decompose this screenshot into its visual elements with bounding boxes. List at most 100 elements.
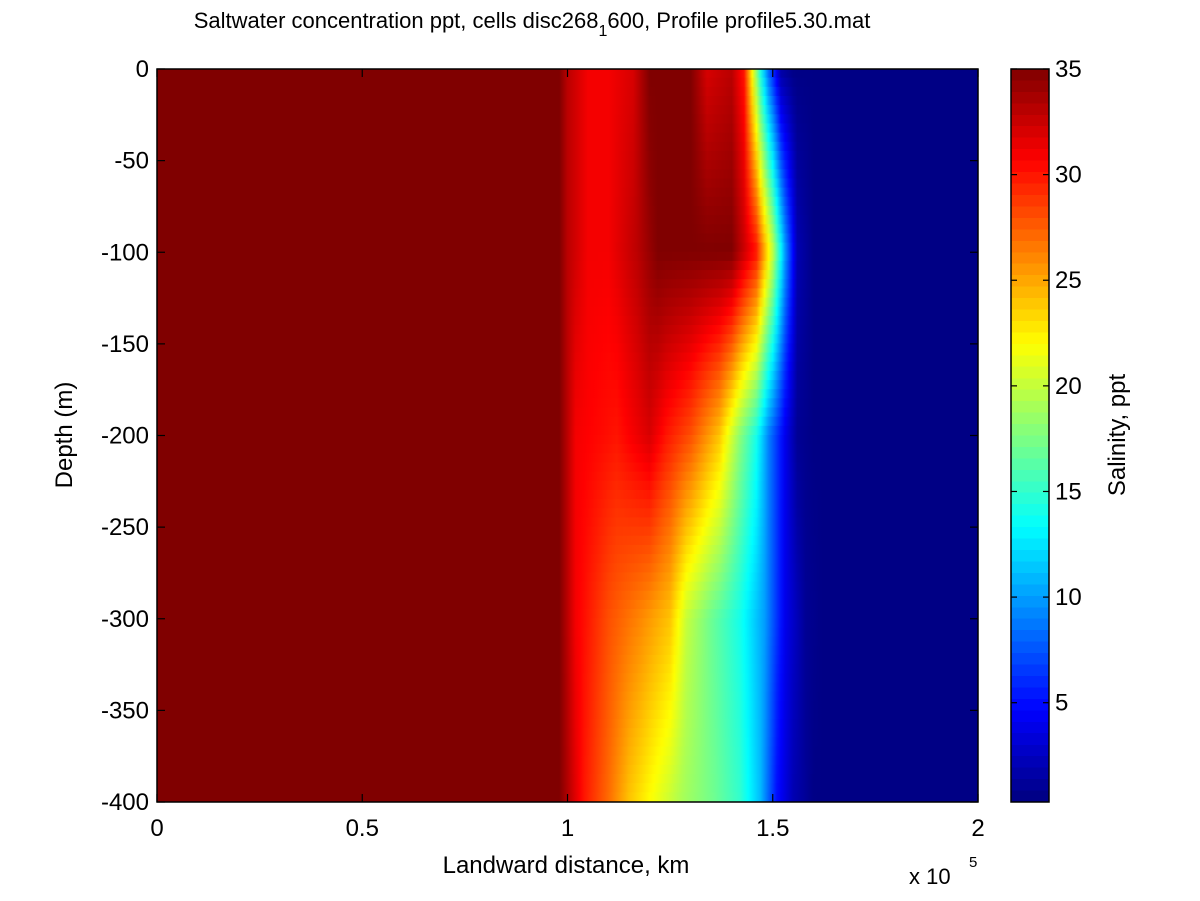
colorbar-tick-label: 30 xyxy=(1055,162,1082,189)
heatmap-band xyxy=(157,169,978,180)
heatmap-band xyxy=(157,673,978,684)
x-axis-label: Landward distance, km xyxy=(443,852,690,879)
heatmap-band xyxy=(157,141,978,152)
title-subscript: 1 xyxy=(598,23,608,40)
title-main: Saltwater concentration ppt, cells disc2… xyxy=(193,8,599,33)
x-tick-label: 1.5 xyxy=(756,815,789,842)
y-tick-label: -350 xyxy=(101,697,149,724)
heatmap-band xyxy=(157,352,978,363)
colorbar-tick-label: 5 xyxy=(1055,690,1068,717)
heatmap-band xyxy=(157,435,978,446)
heatmap-band xyxy=(157,700,978,711)
heatmap-band xyxy=(157,270,978,281)
heatmap-band xyxy=(157,389,978,400)
y-tick-label: -250 xyxy=(101,514,149,541)
colorbar xyxy=(1010,68,1050,803)
heatmap-band xyxy=(157,764,978,776)
heatmap-band xyxy=(157,187,978,198)
y-axis-label: Depth (m) xyxy=(51,382,78,489)
heatmap-band xyxy=(157,380,978,391)
y-tick-label: 0 xyxy=(136,56,149,83)
heatmap-band xyxy=(157,77,978,88)
heatmap-band xyxy=(157,334,978,345)
chart-title: Saltwater concentration ppt, cells disc2… xyxy=(0,8,1064,40)
heatmap-band xyxy=(157,260,978,272)
heatmap-band xyxy=(157,86,978,97)
heatmap-band xyxy=(157,664,978,675)
heatmap-band xyxy=(157,554,978,565)
heatmap-band xyxy=(157,279,978,290)
x-tick-label: 1 xyxy=(561,815,574,842)
heatmap-band xyxy=(157,224,978,235)
heatmap-band xyxy=(157,160,978,171)
heatmap-band xyxy=(157,205,978,217)
heatmap-band xyxy=(157,462,978,473)
heatmap-band xyxy=(157,654,978,666)
heatmap-band xyxy=(157,618,978,629)
heatmap-band xyxy=(157,425,978,436)
heatmap-band xyxy=(157,609,978,620)
heatmap-band xyxy=(157,105,978,116)
x-multiplier-exponent: 5 xyxy=(969,854,977,871)
y-tick-label: -300 xyxy=(101,606,149,633)
heatmap-band xyxy=(157,691,978,702)
heatmap-band xyxy=(157,370,978,382)
heatmap-band xyxy=(157,416,978,427)
heatmap-band xyxy=(157,774,978,785)
salinity-heatmap xyxy=(157,68,978,803)
heatmap-band xyxy=(157,508,978,519)
heatmap-band xyxy=(157,361,978,372)
heatmap-band xyxy=(157,398,978,409)
heatmap-band xyxy=(157,288,978,299)
heatmap-band xyxy=(157,114,978,125)
x-multiplier-base: x 10 xyxy=(909,864,951,889)
heatmap-band xyxy=(157,755,978,766)
heatmap-band xyxy=(157,499,978,510)
x-axis: 0 0.5 1 1.5 2 xyxy=(150,69,985,842)
heatmap-band xyxy=(157,590,978,601)
heatmap-band xyxy=(157,728,978,739)
heatmap-band xyxy=(157,581,978,592)
heatmap-band xyxy=(157,444,978,455)
y-tick-label: -100 xyxy=(101,239,149,266)
heatmap-band xyxy=(157,196,978,207)
heatmap-band xyxy=(157,132,978,143)
heatmap-band xyxy=(157,95,978,107)
heatmap-band xyxy=(157,627,978,638)
heatmap-band xyxy=(157,535,978,546)
heatmap-band xyxy=(157,325,978,336)
heatmap-band xyxy=(157,517,978,528)
x-multiplier: x 10 5 xyxy=(909,854,977,889)
heatmap-band xyxy=(157,572,978,583)
y-tick-label: -150 xyxy=(101,331,149,358)
x-tick-label: 2 xyxy=(971,815,984,842)
heatmap-band xyxy=(157,489,978,501)
heatmap-band xyxy=(157,636,978,647)
colorbar-tick-label: 10 xyxy=(1055,584,1082,611)
heatmap-band xyxy=(157,306,978,317)
colorbar-label: Salinity, ppt xyxy=(1104,374,1131,497)
heatmap-band xyxy=(157,526,978,537)
colorbar-tick-label: 15 xyxy=(1055,478,1082,505)
y-tick-label: -400 xyxy=(101,789,149,816)
heatmap-band xyxy=(157,150,978,162)
colorbar-tick-label: 25 xyxy=(1055,267,1082,294)
title-rest: 600, Profile profile5.30.mat xyxy=(607,8,871,33)
heatmap-band xyxy=(157,599,978,611)
heatmap-band xyxy=(157,215,978,226)
heatmap-band xyxy=(157,563,978,574)
heatmap-band xyxy=(157,719,978,730)
colorbar-ticks: 5 10 15 20 25 30 35 xyxy=(1011,56,1082,717)
heatmap-band xyxy=(157,471,978,482)
x-tick-label: 0 xyxy=(150,815,163,842)
heatmap-band xyxy=(157,682,978,693)
heatmap-band xyxy=(157,709,978,721)
heatmap-band xyxy=(157,737,978,748)
heatmap-band xyxy=(157,544,978,556)
heatmap-band xyxy=(157,123,978,134)
heatmap-band xyxy=(157,453,978,464)
heatmap-band xyxy=(157,315,978,327)
heatmap-band xyxy=(157,746,978,757)
y-tick-label: -200 xyxy=(101,423,149,450)
